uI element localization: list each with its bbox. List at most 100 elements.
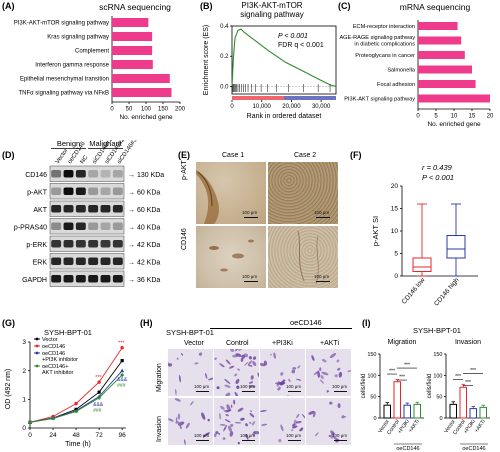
x-tick-label: 0	[416, 114, 420, 120]
blot-strip	[49, 218, 125, 235]
legend-label: AKT inhibitor	[42, 370, 74, 376]
scale-bar	[334, 440, 347, 441]
ihc-image-case2-cd146: 100 μm	[268, 226, 338, 288]
y-tick-label: 100	[433, 373, 442, 379]
bar	[112, 18, 149, 27]
size-label: → 36 KDa	[128, 277, 160, 284]
bar	[418, 22, 458, 30]
blot-band	[75, 240, 86, 248]
panel-h-col-control: Control	[226, 340, 249, 347]
lane-label: NC	[80, 154, 90, 165]
y-axis-label: cells/field	[361, 374, 367, 399]
scale-label: 100 μm	[286, 384, 302, 389]
y-tick-label: 20	[391, 183, 399, 190]
sig-label: ***	[389, 369, 395, 375]
data-point	[120, 372, 125, 377]
sig-label: ###	[93, 408, 102, 414]
protein-label: p-ERK	[26, 242, 47, 249]
category-label: +AKTi	[474, 419, 487, 434]
legend-marker	[35, 351, 39, 355]
blot-band	[100, 275, 111, 283]
scale-bar	[196, 440, 209, 441]
y-tick-label: 100	[367, 373, 376, 379]
panel-d-label: (D)	[2, 150, 15, 160]
size-label: → 130 KDa	[128, 172, 164, 179]
sig-label: ***	[95, 375, 102, 381]
size-label: → 60 KDa	[128, 207, 160, 214]
scale-label: 100 μm	[314, 210, 330, 215]
enrichment-line	[231, 28, 337, 87]
panel-b-chart: 0.0 0.2 0.4 0 10,000 20,000 30,000 Rank in orde…	[203, 24, 337, 120]
blot-band	[100, 170, 111, 178]
panel-i-label: (I)	[362, 318, 371, 328]
scale-label: 100 μm	[286, 433, 302, 438]
blot-band	[63, 205, 74, 213]
y-tick-label: 0.2	[220, 54, 229, 60]
protein-label: ERK	[33, 259, 48, 266]
y-tick-label: 10	[391, 228, 399, 235]
data-point	[74, 409, 79, 414]
y-tick-label: 0	[373, 416, 376, 422]
bar	[403, 404, 411, 419]
blot-band	[112, 205, 123, 213]
blot-band	[51, 205, 62, 213]
ihc-image-case1-cd146: 100 μm	[196, 226, 266, 288]
bar	[459, 386, 467, 419]
x-tick-label: 100	[141, 107, 152, 113]
blot-band	[112, 257, 123, 265]
category-label: CD146 low	[401, 277, 427, 306]
scale-bar	[196, 391, 209, 392]
ranked-bar-negative	[284, 96, 336, 100]
blot-band	[112, 240, 123, 248]
legend-marker	[35, 344, 39, 348]
y-tick-label: 1	[22, 397, 26, 404]
category-label: PI3K-AKT signaling pathway	[344, 97, 415, 103]
sig-label: ***	[399, 375, 405, 381]
group-label: oeCD146	[462, 446, 485, 452]
scale-label: 100 μm	[242, 210, 258, 215]
category-label: Complement	[75, 49, 109, 55]
scale-bar	[316, 217, 330, 218]
y-tick-label: 0	[394, 273, 398, 280]
bar	[418, 51, 465, 59]
panel-h-cellline: SYSH-BPT-01	[166, 328, 214, 337]
blot-band	[100, 222, 111, 230]
bar	[383, 404, 391, 419]
scale-bar	[242, 391, 255, 392]
y-tick-label: 15	[391, 206, 399, 213]
blot-band	[63, 170, 74, 178]
sig-label: &&&	[117, 377, 128, 383]
scale-label: 100 μm	[242, 274, 258, 279]
data-point	[120, 359, 124, 363]
blot-band	[88, 240, 99, 248]
bar	[449, 403, 457, 419]
x-tick-label: 72	[96, 432, 104, 439]
x-tick-label: 5	[434, 114, 438, 120]
transwell-image: 100 μm	[168, 349, 213, 396]
panel-h-col-vector: Vector	[184, 340, 204, 347]
panel-a-label: (A)	[2, 1, 15, 11]
subchart-title: Migration	[388, 339, 417, 346]
legend-label: oeCD146+	[42, 364, 68, 370]
panel-i-title: SYSH-BPT-01	[413, 326, 461, 335]
protein-label: CD146	[25, 172, 47, 179]
data-point	[120, 346, 124, 350]
category-label: ECM-receptor interaction	[353, 24, 415, 30]
panel-e-col2: Case 2	[294, 152, 317, 159]
data-point	[120, 368, 125, 373]
y-tick-label: 0	[439, 416, 442, 422]
panel-e-row2: CD146	[181, 228, 188, 250]
x-axis-label: Rank in ordered dataset	[247, 113, 322, 120]
stat-p: P < 0.001	[422, 173, 454, 182]
series-line	[29, 370, 123, 423]
data-point	[97, 395, 102, 400]
transwell-image: 100 μm	[260, 349, 305, 396]
stat-fdr: FDR q < 0.001	[278, 42, 324, 49]
y-tick-label: 0.0	[220, 84, 229, 90]
sig-label: ***	[465, 380, 471, 386]
scale-bar	[242, 440, 255, 441]
transwell-image: 100 μm	[214, 398, 259, 445]
sig-label: ***	[404, 363, 410, 369]
y-tick-label: 2	[22, 368, 26, 375]
y-tick-label: 150	[367, 352, 376, 358]
